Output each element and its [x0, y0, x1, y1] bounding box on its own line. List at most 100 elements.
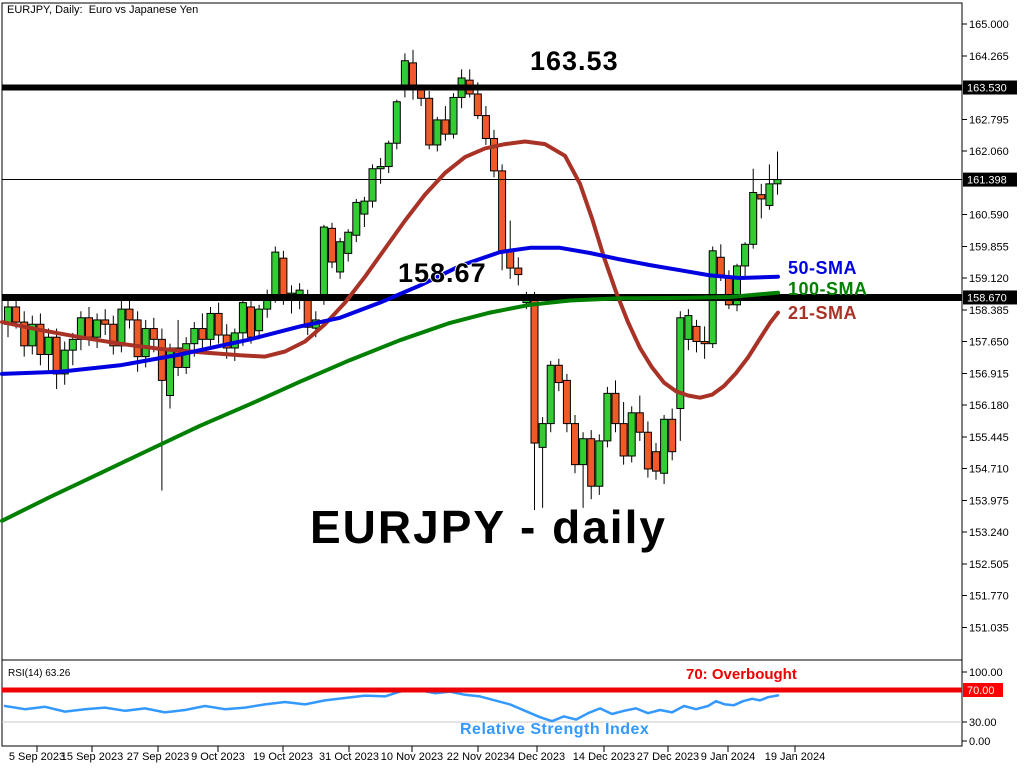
candle-up — [579, 438, 588, 466]
price-axis-label: 163.530 — [967, 83, 1007, 95]
candle-up — [384, 142, 393, 168]
symbol-watermark: EURJPY - daily — [310, 501, 667, 553]
sma100-line — [0, 290, 780, 523]
rsi-axis-label: 30.00 — [969, 717, 997, 729]
date-axis-label: 19 Jan 2024 — [765, 751, 826, 763]
price-axis-label: 155.445 — [969, 432, 1009, 444]
price-axis-label: 153.975 — [969, 495, 1009, 507]
price-axis-label: 152.505 — [969, 559, 1009, 571]
candle-down — [635, 412, 644, 433]
candle-down — [425, 97, 434, 146]
price-axis-label: 158.385 — [969, 305, 1009, 317]
candle-up — [741, 243, 750, 267]
price-axis-highlight — [963, 290, 1017, 305]
candle-down — [133, 319, 142, 358]
rsi-axis-label: 0.00 — [969, 736, 990, 748]
sma100-label: 100-SMA — [788, 279, 868, 299]
price-axis-label: 156.180 — [969, 400, 1009, 412]
candle-down — [247, 306, 255, 338]
candle-up — [660, 418, 669, 474]
price-axis-label: 158.670 — [967, 292, 1007, 304]
price-axis-label: 157.650 — [969, 337, 1009, 349]
candle-down — [441, 119, 450, 135]
price-axis-label: 159.120 — [969, 273, 1009, 285]
date-axis-label: 14 Dec 2023 — [573, 751, 635, 763]
price-axis-label: 161.398 — [967, 175, 1007, 187]
candle-up — [765, 183, 774, 206]
candle-up — [190, 328, 199, 345]
price-axis-label: 159.855 — [969, 241, 1009, 253]
sma50-label: 50-SMA — [788, 258, 858, 278]
candle-up — [538, 423, 547, 448]
candle-up — [546, 364, 555, 425]
rsi-axis-highlight — [963, 683, 1003, 697]
candle-up — [206, 312, 215, 340]
rsi-axis-label: 100.00 — [969, 667, 1003, 679]
overbought-label: 70: Overbought — [686, 666, 797, 683]
price-axis-label: 165.000 — [969, 19, 1009, 31]
price-axis-label: 160.590 — [969, 210, 1009, 222]
price-axis-label: 162.795 — [969, 114, 1009, 126]
candle-up — [603, 392, 612, 442]
candle-down — [514, 267, 523, 276]
candle-up — [433, 119, 442, 146]
candle-up — [733, 265, 741, 306]
candle-down — [643, 431, 652, 470]
candle-down — [692, 325, 701, 343]
candle-down — [85, 317, 93, 338]
date-axis-label: 10 Nov 2023 — [381, 751, 443, 763]
candle-down — [214, 312, 223, 336]
date-axis-label: 19 Oct 2023 — [253, 751, 313, 763]
candle-down — [409, 62, 417, 89]
candle-up — [319, 226, 328, 301]
candle-up — [368, 168, 377, 202]
candle-up — [255, 308, 264, 332]
candle-up — [117, 308, 126, 347]
date-axis-label: 31 Oct 2023 — [319, 751, 379, 763]
candle-up — [595, 440, 604, 487]
price-axis-label: 151.035 — [969, 622, 1009, 634]
price-axis-label: 156.915 — [969, 368, 1009, 380]
candle-down — [652, 451, 660, 472]
rsi-panel[interactable] — [1, 659, 963, 747]
date-axis-label: 27 Dec 2023 — [637, 751, 699, 763]
candle-up — [271, 251, 280, 298]
sma21-label: 21-SMA — [788, 303, 858, 323]
date-axis-label: 4 Dec 2023 — [509, 751, 565, 763]
candle-up — [376, 166, 385, 170]
candle-up — [44, 336, 53, 355]
sma50-line — [0, 245, 780, 376]
candle-down — [716, 256, 725, 278]
candle-up — [28, 323, 37, 347]
price-axis-label: 154.710 — [969, 464, 1009, 476]
candle-up — [336, 241, 345, 273]
candle-down — [125, 308, 134, 321]
rsi-line — [3, 687, 780, 723]
candle-up — [93, 319, 102, 338]
date-axis-label: 22 Nov 2023 — [447, 751, 509, 763]
rsi-title: Relative Strength Index — [460, 721, 650, 738]
candle-down — [174, 347, 183, 368]
candle-up — [684, 315, 693, 340]
date-axis-label: 27 Sep 2023 — [127, 751, 189, 763]
rsi-axis-label: 70.00 — [967, 685, 995, 697]
candle-down — [198, 328, 207, 340]
candle-down — [757, 194, 766, 200]
price-axis-label: 153.240 — [969, 527, 1009, 539]
candle-down — [222, 334, 231, 349]
support-price-label: 158.67 — [398, 258, 487, 288]
date-axis-label: 15 Sep 2023 — [61, 751, 123, 763]
candle-down — [473, 93, 482, 117]
price-axis-label: 164.265 — [969, 51, 1009, 63]
candle-up — [676, 317, 685, 409]
candle-down — [36, 323, 45, 355]
sma21-line — [0, 139, 780, 400]
candle-down — [279, 257, 288, 299]
candle-down — [149, 328, 158, 340]
price-axis-label: 151.770 — [969, 591, 1009, 603]
price-axis-highlight — [963, 172, 1017, 187]
candle-down — [109, 323, 118, 347]
chart-title: EURJPY, Daily: Euro vs Japanese Yen — [7, 4, 199, 16]
